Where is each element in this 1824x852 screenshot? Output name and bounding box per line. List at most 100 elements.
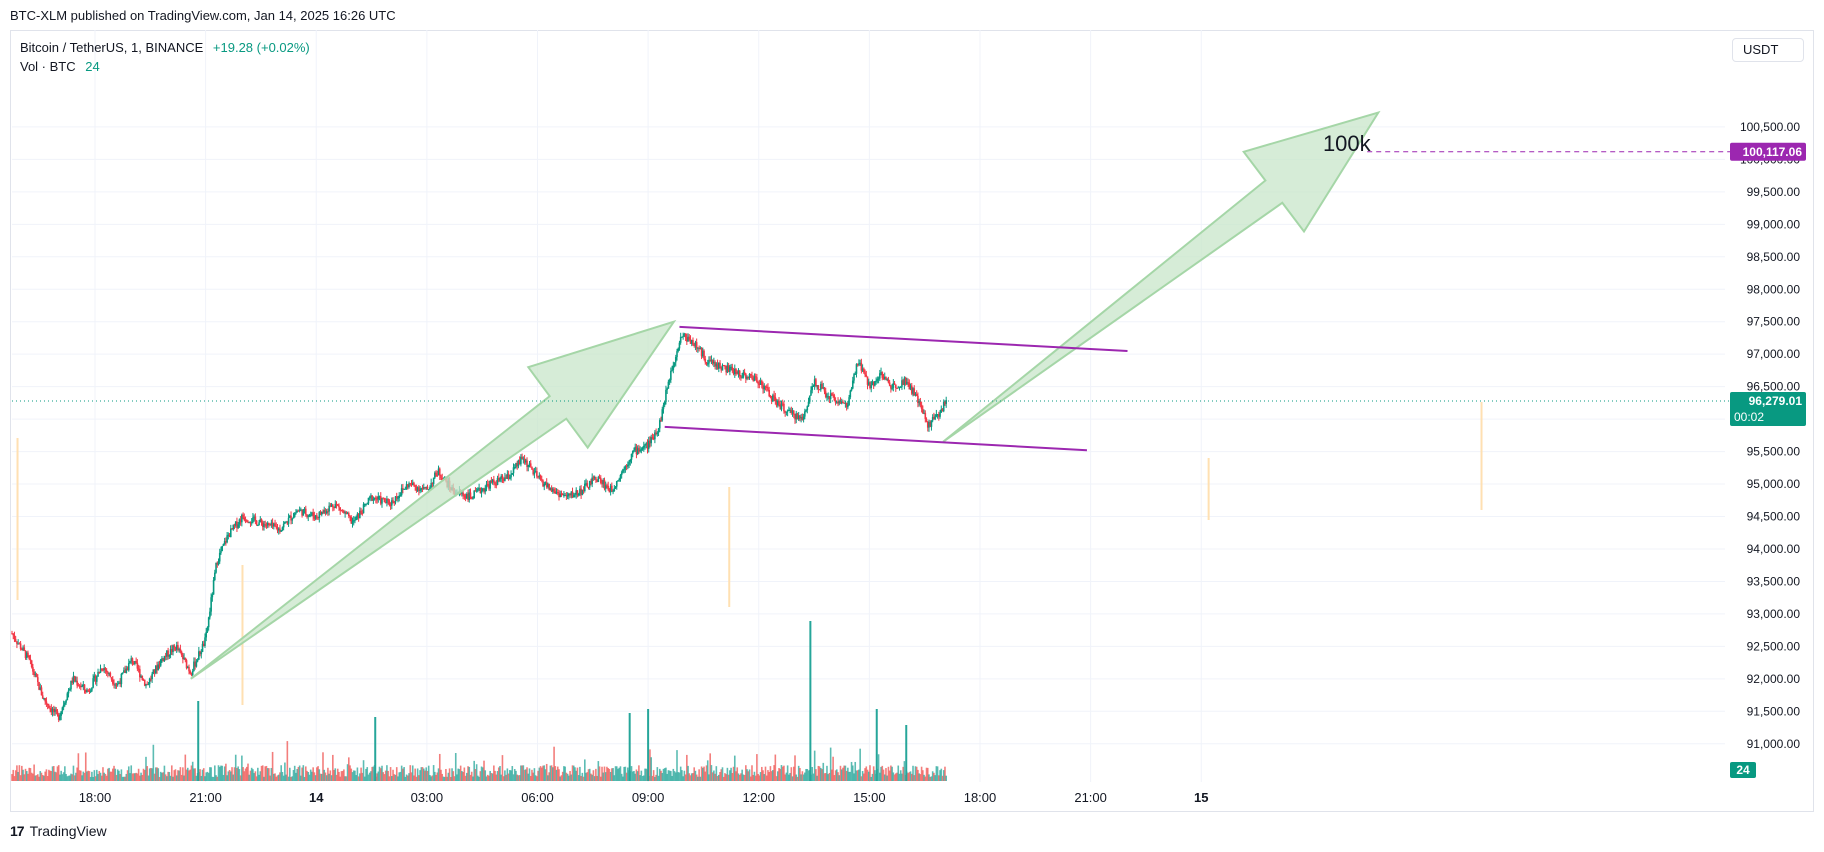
volume-bar — [124, 776, 126, 781]
volume-bar — [320, 773, 323, 781]
candle — [336, 504, 339, 506]
candle — [92, 678, 94, 688]
candle — [640, 449, 643, 451]
volume-bar — [14, 770, 17, 781]
volume-bar — [216, 776, 219, 781]
candle — [820, 383, 822, 390]
volume-bar — [686, 754, 688, 781]
volume-bar — [596, 775, 598, 781]
volume-bar — [76, 767, 78, 781]
candle — [141, 676, 144, 680]
candle — [768, 390, 770, 397]
candle — [538, 475, 541, 478]
candle — [52, 708, 55, 713]
candle — [162, 658, 164, 661]
volume-bar — [816, 775, 818, 781]
volume-bar — [864, 768, 866, 781]
candle — [236, 521, 238, 528]
volume-bar — [559, 776, 562, 781]
volume-bar — [263, 776, 265, 781]
volume-bar — [429, 775, 431, 781]
volume-bar — [491, 773, 494, 781]
candle — [282, 523, 285, 528]
candle — [738, 370, 741, 377]
volume-bar — [220, 765, 222, 781]
candle — [529, 463, 532, 467]
candle — [254, 516, 257, 521]
candle — [865, 374, 868, 377]
volume-bar — [77, 753, 80, 781]
candle — [611, 485, 613, 492]
last-price-label: 96,279.01 — [1749, 394, 1803, 408]
volume-bar — [277, 774, 280, 781]
candle — [934, 416, 936, 420]
candle — [98, 671, 101, 673]
volume-bar — [109, 771, 112, 781]
candle — [284, 521, 286, 524]
currency-selector[interactable]: USDT — [1732, 38, 1804, 62]
volume-bar — [694, 770, 697, 781]
candle — [840, 401, 843, 404]
volume-bar — [526, 767, 528, 781]
volume-bar — [23, 774, 26, 781]
candle — [906, 381, 908, 385]
volume-bar — [209, 767, 211, 781]
candle — [387, 498, 389, 501]
volume-bar — [500, 774, 503, 781]
candle — [812, 386, 815, 388]
volume-bar — [754, 775, 757, 781]
candle — [215, 562, 217, 573]
volume-bar — [499, 765, 501, 781]
candle — [199, 651, 201, 655]
candle — [763, 385, 766, 390]
candle — [576, 490, 579, 496]
volume-bar — [727, 774, 730, 781]
volume-bar — [831, 769, 833, 781]
volume-bar — [795, 774, 798, 781]
volume-label[interactable]: Vol · BTC — [20, 59, 76, 74]
volume-bar — [839, 765, 842, 781]
candle — [424, 487, 426, 489]
volume-bar — [759, 772, 762, 781]
volume-bar — [191, 761, 194, 781]
candle — [720, 367, 723, 371]
volume-bar — [141, 774, 144, 781]
candle — [505, 477, 507, 479]
candle — [319, 511, 322, 515]
volume-bar — [641, 776, 644, 781]
candle — [625, 465, 628, 467]
volume-bar — [941, 775, 944, 781]
volume-bar — [114, 768, 117, 781]
candle — [569, 493, 571, 496]
volume-bar — [290, 776, 292, 781]
candle — [304, 508, 307, 515]
volume-bar — [486, 774, 489, 781]
candle — [586, 483, 589, 487]
volume-bar — [926, 767, 929, 781]
volume-bar — [558, 769, 560, 781]
candle — [410, 483, 413, 485]
candle — [552, 489, 554, 492]
volume-bar — [477, 775, 479, 781]
tradingview-brand[interactable]: 17 TradingView — [10, 823, 107, 839]
symbol-label[interactable]: Bitcoin / TetherUS, 1, BINANCE — [20, 40, 204, 55]
volume-bar — [104, 773, 107, 781]
volume-bar — [662, 768, 665, 781]
volume-bar — [644, 768, 646, 781]
candle — [670, 370, 672, 380]
volume-bar — [345, 776, 348, 781]
volume-bar — [804, 772, 806, 781]
volume-bar — [35, 775, 38, 781]
candle — [942, 401, 945, 412]
candle — [233, 524, 236, 526]
volume-bar — [743, 774, 746, 781]
volume-bar — [139, 775, 141, 781]
candle — [237, 524, 239, 528]
x-tick-label: 03:00 — [411, 790, 444, 805]
volume-bar — [820, 767, 822, 781]
candle — [130, 658, 133, 661]
candle — [174, 647, 177, 650]
volume-bar — [791, 776, 794, 781]
candle — [126, 668, 129, 671]
